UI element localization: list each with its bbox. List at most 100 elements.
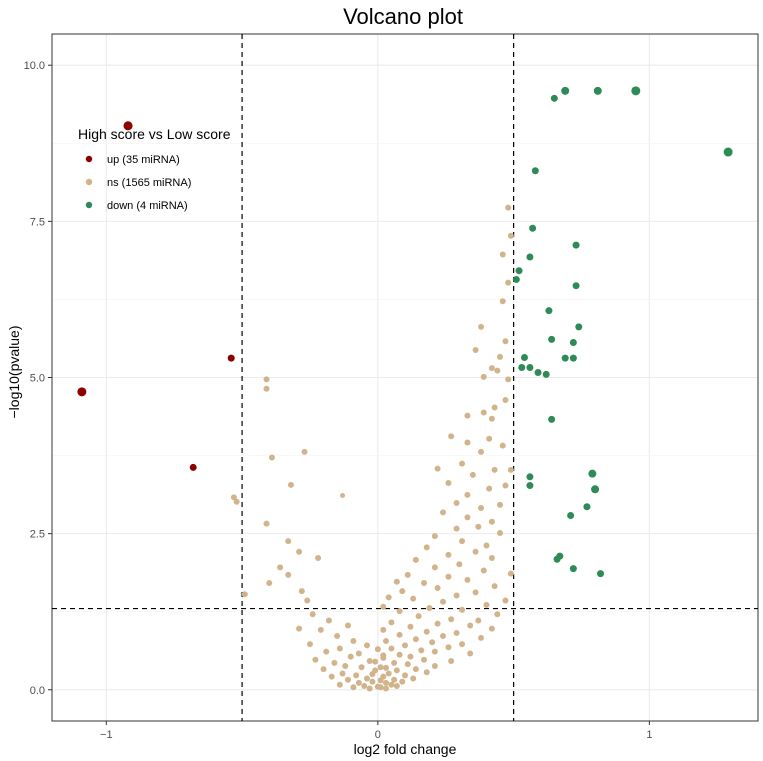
point-ns xyxy=(434,584,441,591)
point-ns xyxy=(472,548,479,555)
point-ns xyxy=(312,656,319,663)
point-ns xyxy=(502,482,509,489)
point-down xyxy=(526,482,534,490)
point-ns xyxy=(296,625,303,632)
point-ns xyxy=(480,373,487,380)
point-ns xyxy=(445,573,452,580)
point-ns xyxy=(453,592,460,599)
point-ns xyxy=(499,442,506,449)
point-ns xyxy=(488,554,495,561)
point-ns xyxy=(402,642,408,649)
point-ns xyxy=(331,659,338,666)
point-ns xyxy=(369,671,376,678)
point-ns xyxy=(393,683,400,690)
point-ns xyxy=(453,525,460,532)
point-ns xyxy=(502,396,509,403)
point-ns xyxy=(296,548,303,555)
x-axis-label: log2 fold change xyxy=(354,741,457,757)
point-ns xyxy=(266,579,273,586)
point-ns xyxy=(429,639,436,646)
point-ns xyxy=(448,616,455,623)
point-down xyxy=(512,275,520,283)
point-ns xyxy=(382,685,389,692)
point-ns xyxy=(287,481,294,488)
point-ns xyxy=(363,642,370,649)
point-ns xyxy=(298,588,305,595)
grid xyxy=(52,34,758,721)
point-down xyxy=(553,555,561,563)
point-ns xyxy=(423,544,430,551)
point-down xyxy=(569,565,577,573)
point-ns xyxy=(445,551,452,558)
point-ns xyxy=(391,659,398,666)
point-ns xyxy=(358,664,365,671)
point-ns xyxy=(396,631,403,638)
point-ns xyxy=(486,435,493,442)
point-up xyxy=(227,354,235,362)
point-ns xyxy=(268,454,275,461)
point-ns xyxy=(304,597,311,604)
point-down xyxy=(583,503,591,511)
point-down xyxy=(567,512,575,520)
point-ns xyxy=(347,653,354,660)
point-down xyxy=(534,369,542,377)
point-ns xyxy=(459,606,466,613)
point-ns xyxy=(475,523,482,530)
point-ns xyxy=(440,509,447,516)
point-ns xyxy=(396,651,403,658)
point-ns xyxy=(488,518,495,525)
point-down xyxy=(591,485,600,494)
point-ns xyxy=(285,571,292,578)
legend-label-ns: ns (1565 miRNA) xyxy=(107,177,191,189)
point-down xyxy=(569,354,577,362)
point-ns xyxy=(377,664,384,671)
point-ns xyxy=(472,589,479,596)
point-ns xyxy=(306,641,313,648)
point-ns xyxy=(464,514,471,521)
point-down xyxy=(542,370,550,378)
point-ns xyxy=(431,663,438,670)
point-ns xyxy=(434,465,441,472)
point-ns xyxy=(385,594,392,601)
point-ns xyxy=(491,404,498,411)
point-down xyxy=(545,307,553,315)
point-ns xyxy=(421,579,428,586)
point-ns xyxy=(277,564,284,571)
point-ns xyxy=(431,564,438,571)
point-down xyxy=(561,354,569,362)
point-ns xyxy=(464,439,471,446)
point-ns xyxy=(230,494,237,501)
point-ns xyxy=(412,666,419,673)
point-ns xyxy=(453,629,460,636)
point-ns xyxy=(431,648,438,655)
point-ns xyxy=(505,279,512,286)
point-ns xyxy=(488,365,495,372)
point-ns xyxy=(315,554,322,561)
legend-label-down: down (4 miRNA) xyxy=(107,200,188,212)
point-ns xyxy=(440,633,447,640)
point-ns xyxy=(372,658,379,665)
point-ns xyxy=(412,556,419,563)
point-ns xyxy=(459,460,466,467)
point-ns xyxy=(421,656,428,663)
point-ns xyxy=(499,251,506,258)
point-ns xyxy=(423,628,430,635)
legend-key-ns xyxy=(85,178,93,186)
point-ns xyxy=(410,675,417,682)
point-ns xyxy=(404,571,411,578)
point-ns xyxy=(407,653,414,660)
y-axis: 0.0 2.5 5.0 7.5 10.0 xyxy=(24,60,52,697)
data-points xyxy=(77,86,733,692)
point-ns xyxy=(507,232,514,239)
point-ns xyxy=(380,603,387,610)
point-down xyxy=(588,469,597,478)
point-ns xyxy=(355,679,362,686)
point-ns xyxy=(456,561,463,568)
point-ns xyxy=(233,498,240,505)
point-up xyxy=(189,463,197,471)
point-ns xyxy=(448,658,455,665)
point-ns xyxy=(334,633,341,640)
point-ns xyxy=(467,650,474,657)
point-down xyxy=(515,267,523,275)
